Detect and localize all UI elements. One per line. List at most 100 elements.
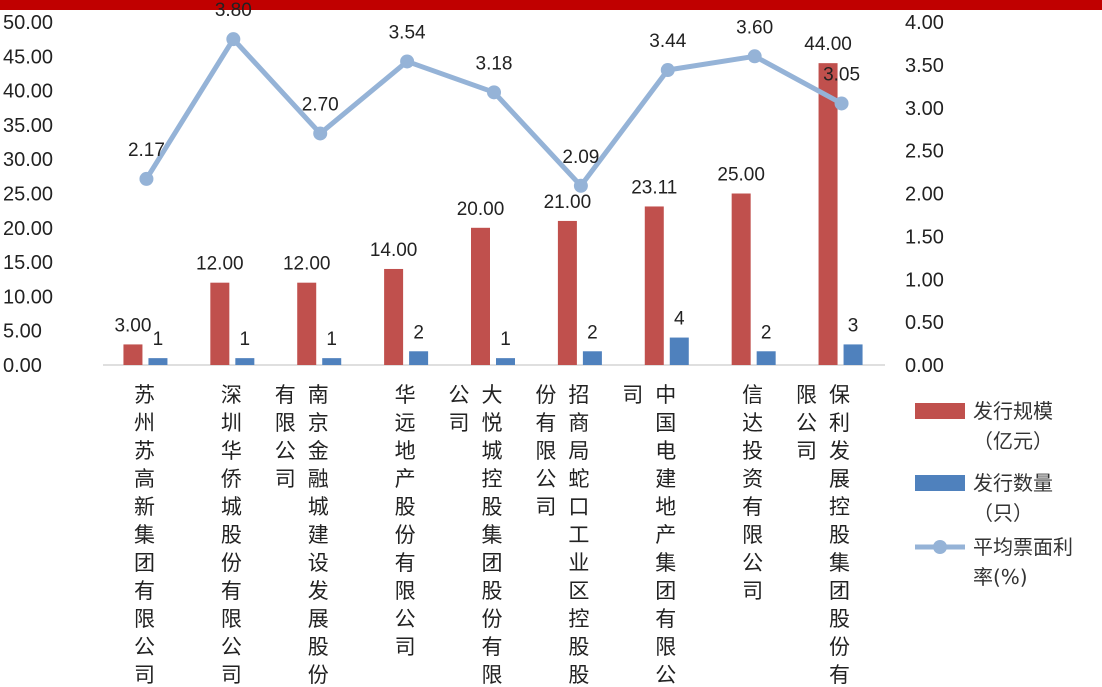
bar-issue-scale	[210, 282, 230, 365]
y-right-tick-label: 3.50	[905, 55, 944, 77]
data-label-rate: 3.44	[649, 31, 686, 52]
x-category-label: 保利发展控股集团股份有	[829, 383, 850, 687]
x-category-label: 苏州苏高新集团有限公司	[134, 383, 155, 687]
data-label-scale: 20.00	[457, 199, 505, 220]
y-left-tick-label: 30.00	[3, 149, 53, 171]
data-label-count: 1	[500, 329, 511, 350]
x-category-label: 中国电建地产集团有限公	[655, 383, 676, 687]
y-left-tick-label: 0.00	[3, 355, 42, 377]
data-label-rate: 2.09	[562, 147, 599, 168]
legend-label: （只）	[973, 501, 1033, 525]
y-left-tick-label: 10.00	[3, 286, 53, 308]
legend-label: （亿元）	[973, 429, 1053, 453]
y-right-tick-label: 3.00	[905, 98, 944, 120]
data-label-scale: 21.00	[544, 192, 592, 213]
bar-issue-scale	[384, 268, 404, 365]
data-label-rate: 2.70	[302, 94, 339, 115]
bar-issue-count	[496, 358, 515, 365]
header-banner	[0, 0, 1102, 10]
y-right-tick-label: 1.50	[905, 226, 944, 248]
y-left-tick-label: 35.00	[3, 115, 53, 137]
legend-marker-bar	[915, 475, 965, 491]
y-left-tick-label: 15.00	[3, 252, 53, 274]
data-label-count: 1	[153, 329, 164, 350]
line-point-avg-coupon-rate	[487, 85, 501, 100]
data-label-scale: 12.00	[196, 254, 244, 275]
bar-issue-scale	[644, 206, 664, 365]
data-label-rate: 2.17	[128, 140, 165, 161]
line-point-avg-coupon-rate	[573, 178, 588, 193]
x-category-label: 华远地产股份有限公司	[395, 383, 416, 659]
data-label-rate: 3.05	[823, 64, 860, 85]
x-category-label: 南京金融城建设发展股份	[308, 383, 329, 687]
data-label-scale: 44.00	[804, 34, 852, 55]
line-point-avg-coupon-rate	[834, 96, 849, 111]
y-right-tick-label: 0.50	[905, 312, 944, 334]
bar-issue-count	[235, 358, 255, 365]
x-category-label: 有限公司	[275, 383, 296, 491]
data-label-count: 3	[848, 315, 859, 336]
bar-issue-count	[756, 351, 776, 365]
data-label-rate: 3.54	[389, 22, 426, 43]
data-label-count: 1	[326, 329, 337, 350]
legend-label: 发行规模	[973, 399, 1053, 423]
y-right-tick-label: 1.00	[905, 269, 944, 291]
line-point-avg-coupon-rate	[139, 171, 154, 186]
y-left-tick-label: 50.00	[3, 12, 53, 34]
y-right-tick-label: 2.00	[905, 184, 944, 206]
legend-marker-point	[933, 540, 947, 554]
data-label-count: 2	[587, 322, 598, 343]
x-category-label: 份有限公司	[535, 383, 556, 519]
x-category-label: 大悦城控股集团股份有限	[482, 383, 503, 687]
bar-issue-scale	[818, 63, 838, 365]
x-category-label: 司	[622, 383, 643, 407]
bar-issue-scale	[557, 220, 577, 365]
data-label-count: 2	[761, 322, 772, 343]
data-label-scale: 23.11	[631, 177, 677, 198]
bar-issue-count	[148, 358, 168, 365]
data-label-rate: 3.80	[215, 0, 252, 21]
bar-issue-scale	[297, 282, 317, 365]
bar-issue-count	[843, 344, 863, 365]
legend-label: 发行数量	[973, 471, 1053, 495]
x-category-label: 公司	[449, 383, 470, 435]
bar-issue-scale	[471, 227, 490, 365]
x-category-label: 限公司	[796, 383, 817, 463]
data-label-count: 1	[240, 329, 251, 350]
x-category-label: 招商局蛇口工业区控股股	[568, 383, 589, 687]
bar-issue-scale	[731, 193, 751, 365]
bar-issue-count	[669, 337, 689, 365]
y-left-tick-label: 25.00	[3, 184, 53, 206]
bar-issue-count	[409, 351, 429, 365]
bar-issue-count	[582, 351, 602, 365]
data-label-scale: 25.00	[717, 165, 765, 186]
bar-issue-count	[322, 358, 342, 365]
y-right-tick-label: 4.00	[905, 12, 944, 34]
legend-marker-bar	[915, 403, 965, 419]
line-point-avg-coupon-rate	[226, 32, 241, 47]
y-left-tick-label: 20.00	[3, 218, 53, 240]
line-point-avg-coupon-rate	[747, 49, 762, 64]
x-category-label: 信达投资有限公司	[742, 383, 763, 603]
data-label-count: 2	[413, 322, 424, 343]
legend-label: 率(%)	[973, 565, 1028, 589]
data-label-rate: 3.18	[476, 53, 513, 74]
line-point-avg-coupon-rate	[313, 126, 328, 141]
y-right-tick-label: 2.50	[905, 141, 944, 163]
legend-label: 平均票面利	[973, 535, 1073, 559]
line-point-avg-coupon-rate	[660, 63, 675, 78]
data-label-scale: 3.00	[114, 315, 151, 336]
y-left-tick-label: 40.00	[3, 81, 53, 103]
bar-issue-scale	[123, 344, 143, 365]
y-right-tick-label: 0.00	[905, 355, 944, 377]
data-label-rate: 3.60	[736, 17, 773, 38]
line-point-avg-coupon-rate	[400, 54, 415, 69]
x-category-label: 深圳华侨城股份有限公司	[221, 383, 242, 687]
data-label-count: 4	[674, 309, 685, 330]
data-label-scale: 12.00	[283, 254, 331, 275]
y-left-tick-label: 45.00	[3, 46, 53, 68]
y-left-tick-label: 5.00	[3, 321, 42, 343]
data-label-scale: 14.00	[370, 240, 418, 261]
